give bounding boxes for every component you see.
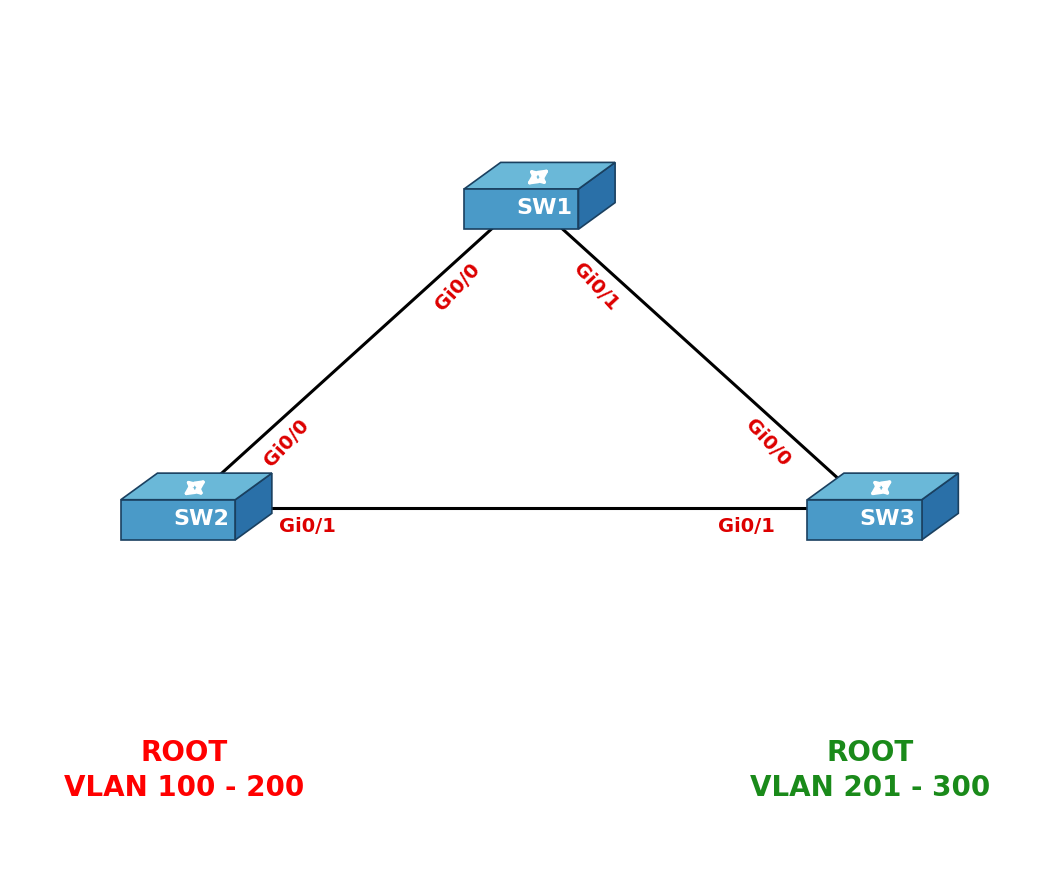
Polygon shape <box>579 162 616 229</box>
Text: Gi0/0: Gi0/0 <box>260 416 313 470</box>
Text: Gi0/1: Gi0/1 <box>718 517 775 536</box>
Text: ROOT
VLAN 201 - 300: ROOT VLAN 201 - 300 <box>750 739 991 802</box>
Polygon shape <box>464 189 579 229</box>
Polygon shape <box>121 500 235 540</box>
Polygon shape <box>921 473 958 540</box>
Text: Gi0/1: Gi0/1 <box>279 517 336 536</box>
Polygon shape <box>235 473 272 540</box>
Text: Gi0/1: Gi0/1 <box>570 260 622 315</box>
Text: Gi0/0: Gi0/0 <box>741 416 794 470</box>
Polygon shape <box>121 473 272 500</box>
Text: ROOT
VLAN 100 - 200: ROOT VLAN 100 - 200 <box>63 739 304 802</box>
Polygon shape <box>807 500 921 540</box>
Polygon shape <box>464 162 616 189</box>
Text: SW1: SW1 <box>516 198 572 218</box>
Text: Gi0/0: Gi0/0 <box>432 260 484 315</box>
Text: SW2: SW2 <box>173 509 229 529</box>
Polygon shape <box>807 473 958 500</box>
Text: SW3: SW3 <box>859 509 915 529</box>
